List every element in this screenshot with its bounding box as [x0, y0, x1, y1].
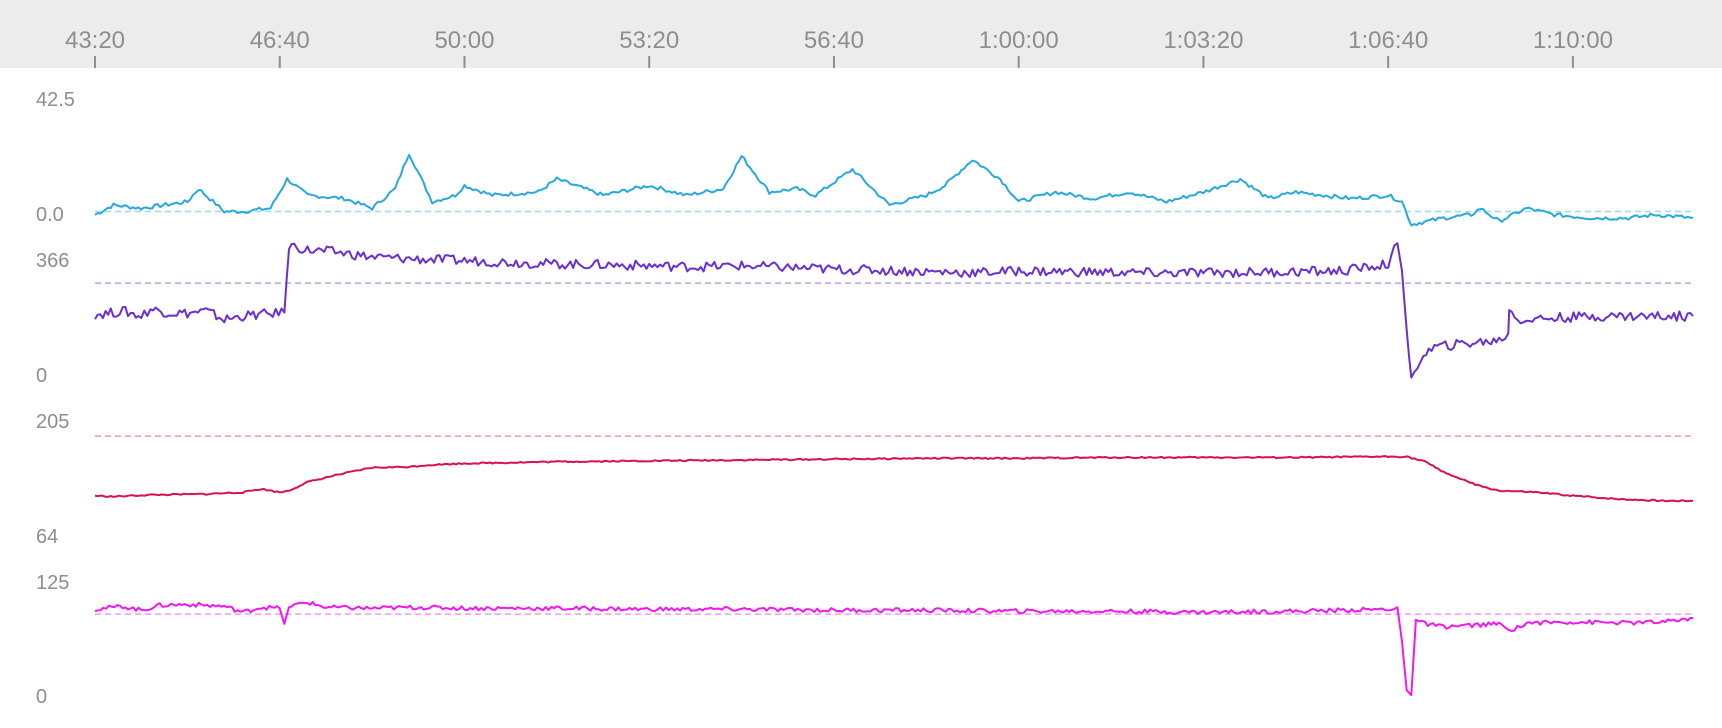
power-panel: 366 0 [24, 232, 1694, 390]
time-tick-label: 1:10:00 [1533, 27, 1613, 54]
heart-rate-panel: 205 64 [24, 392, 1694, 551]
heart-rate-series-line [94, 455, 1694, 503]
power-panel-background [24, 232, 1694, 390]
speed-ymin-label: 0.0 [36, 204, 64, 226]
cadence-ymax-label: 125 [36, 572, 69, 594]
time-tick-label: 1:06:40 [1348, 27, 1428, 54]
time-tick-label: 56:40 [804, 27, 864, 54]
time-tick-label: 53:20 [619, 27, 679, 54]
cadence-panel-background [24, 553, 1694, 713]
speed-panel: 42.5 0.0 [24, 70, 1694, 230]
time-axis-header [0, 0, 1722, 68]
heart-rate-panel-background [24, 392, 1694, 551]
time-tick-label: 50:00 [434, 27, 494, 54]
speed-panel-background [24, 70, 1694, 230]
power-series-line [94, 242, 1694, 379]
cadence-series-line [94, 600, 1693, 697]
power-ymax-label: 366 [36, 250, 69, 272]
heart-rate-ymax-label: 205 [36, 411, 69, 433]
speed-series-line [94, 153, 1694, 227]
cadence-ymin-label: 0 [36, 686, 47, 708]
time-tick-label: 1:00:00 [979, 27, 1059, 54]
time-tick-label: 43:20 [65, 27, 125, 54]
cadence-panel: 125 0 [24, 553, 1694, 713]
power-ymin-label: 0 [36, 365, 47, 387]
time-tick-label: 46:40 [250, 27, 310, 54]
heart-rate-ymin-label: 64 [36, 526, 58, 548]
time-tick-label: 1:03:20 [1163, 27, 1243, 54]
speed-ymax-label: 42.5 [36, 89, 75, 111]
time-axis: 43:20 46:40 50:00 53:20 56:40 1:00:00 1:03:20 1… [65, 27, 1613, 68]
chart-panels: 42.5 0.0 366 0 205 64 125 0 [24, 70, 1694, 713]
